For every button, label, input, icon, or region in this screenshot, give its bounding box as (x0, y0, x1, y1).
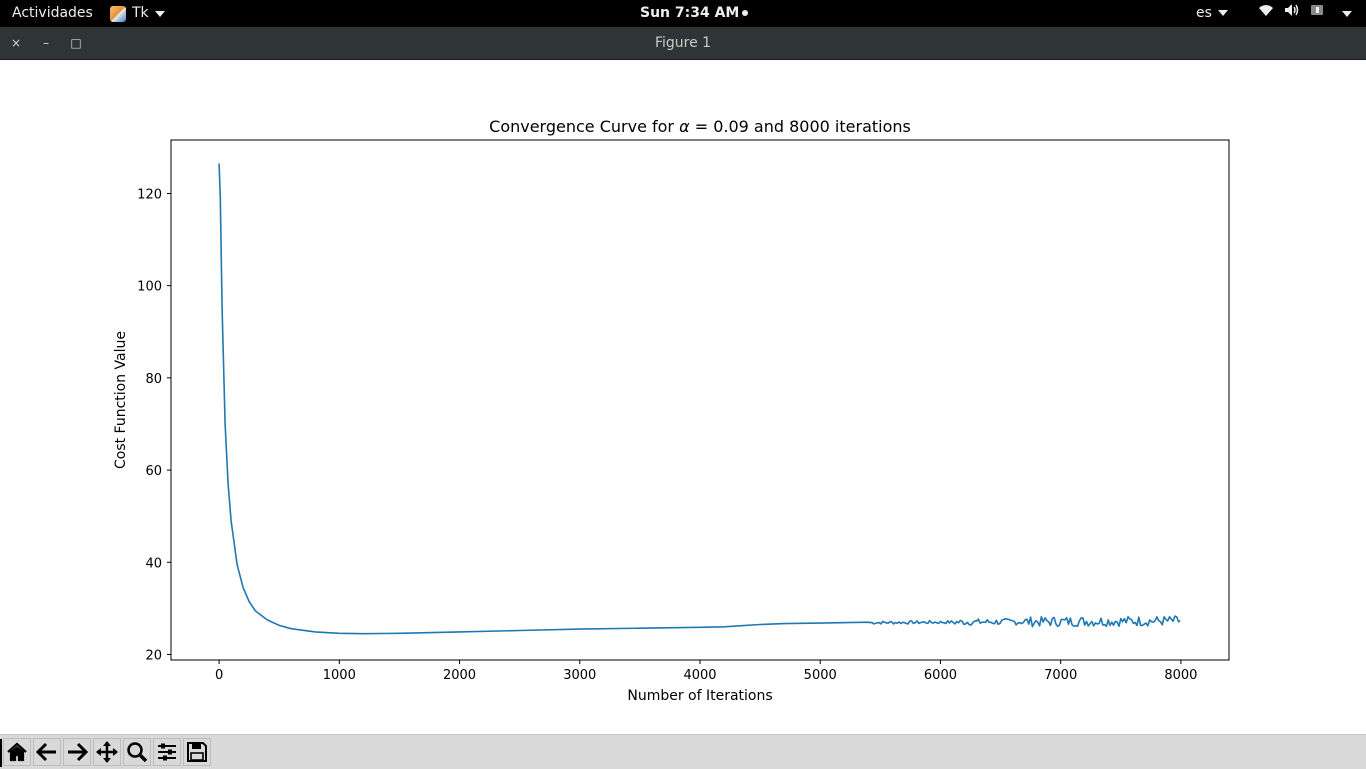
figure-canvas[interactable]: 0 1000 2000 3000 4000 5000 6000 7000 8000 20 40 60 8… (0, 60, 1366, 734)
x-tick-label: 5000 (804, 668, 837, 683)
back-arrow-icon (36, 742, 56, 762)
y-tick-label: 120 (137, 187, 162, 202)
x-tick-label: 4000 (683, 668, 716, 683)
y-tick-label: 60 (145, 464, 162, 479)
x-axis-label: Number of Iterations (627, 688, 772, 704)
gnome-top-bar: Actividades Tk Sun 7:34 AM es (0, 0, 1366, 27)
notification-dot-icon (742, 10, 749, 16)
clock-menu[interactable]: Sun 7:34 AM (640, 0, 749, 27)
navigation-toolbar (0, 734, 1366, 769)
chevron-down-icon (1217, 10, 1228, 16)
maximize-icon[interactable]: □ (70, 36, 82, 50)
zoom-icon (127, 742, 148, 763)
battery-icon (1310, 0, 1326, 27)
zoom-button[interactable] (123, 738, 151, 766)
activities-button[interactable]: Actividades (12, 5, 93, 21)
keyboard-layout-label: es (1196, 5, 1212, 21)
series-line (218, 163, 1181, 635)
clock-label: Sun 7:34 AM (640, 5, 740, 21)
window-titlebar: × – □ Figure 1 (0, 27, 1366, 60)
plot-frame (170, 139, 1230, 661)
subplots-config-icon (158, 743, 176, 761)
forward-button[interactable] (63, 738, 91, 766)
x-tick-label: 1000 (323, 668, 356, 683)
y-tick-label: 80 (145, 372, 162, 387)
tk-app-icon (110, 5, 126, 22)
y-tick-label: 20 (145, 648, 162, 663)
pan-icon (96, 741, 118, 763)
keyboard-layout-menu[interactable]: es (1196, 0, 1228, 27)
x-tick-label: 2000 (443, 668, 476, 683)
back-button[interactable] (33, 738, 61, 766)
toolbar-edge (0, 739, 2, 767)
y-tick-label: 40 (145, 556, 162, 571)
x-tick-label: 6000 (924, 668, 957, 683)
y-tick-label: 100 (137, 280, 162, 295)
app-menu[interactable]: Tk (110, 0, 165, 27)
system-status-menu[interactable] (1258, 0, 1352, 27)
window-title: Figure 1 (654, 35, 712, 51)
save-button[interactable] (183, 738, 211, 766)
close-icon[interactable]: × (10, 36, 22, 50)
x-tick-label: 8000 (1164, 668, 1197, 683)
chart-title: Convergence Curve for α = 0.09 and 8000 … (489, 117, 911, 136)
wifi-icon (1258, 0, 1274, 27)
subplots-config-button[interactable] (153, 738, 181, 766)
chevron-down-icon (154, 10, 165, 17)
x-tick-label: 3000 (563, 668, 596, 683)
chevron-down-icon (1342, 10, 1352, 17)
forward-arrow-icon (68, 742, 88, 762)
minimize-icon[interactable]: – (43, 36, 49, 50)
pan-button[interactable] (93, 738, 121, 766)
volume-icon (1284, 0, 1300, 27)
save-icon (187, 742, 207, 762)
y-axis-label: Cost Function Value (113, 331, 129, 469)
x-tick-label: 7000 (1044, 668, 1077, 683)
home-icon (7, 742, 27, 762)
home-button[interactable] (3, 738, 31, 766)
app-menu-label: Tk (132, 5, 149, 21)
chart: 0 1000 2000 3000 4000 5000 6000 7000 8000 20 40 60 8… (113, 117, 1230, 704)
x-tick-label: 0 (215, 668, 223, 683)
